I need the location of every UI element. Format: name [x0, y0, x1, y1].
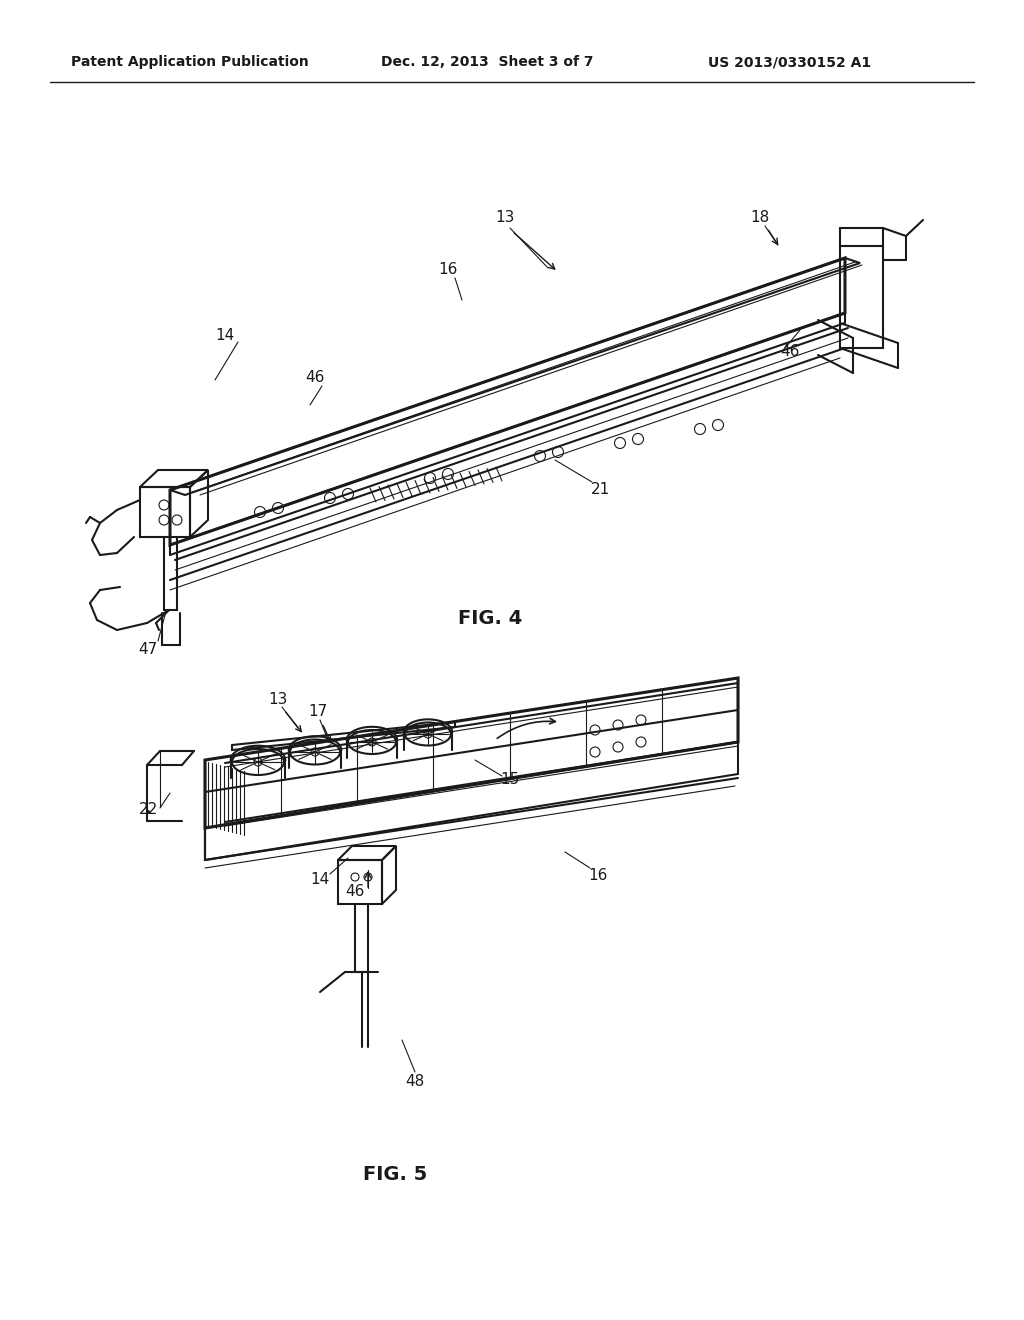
Circle shape — [254, 758, 262, 766]
Text: 46: 46 — [780, 345, 800, 359]
Text: 21: 21 — [591, 483, 609, 498]
Circle shape — [146, 810, 150, 814]
Text: 46: 46 — [345, 884, 365, 899]
Text: FIG. 5: FIG. 5 — [362, 1166, 427, 1184]
Text: 14: 14 — [310, 873, 330, 887]
Text: Patent Application Publication: Patent Application Publication — [71, 55, 309, 69]
Text: Dec. 12, 2013  Sheet 3 of 7: Dec. 12, 2013 Sheet 3 of 7 — [381, 55, 593, 69]
Text: 22: 22 — [138, 803, 158, 817]
Text: 14: 14 — [215, 327, 234, 342]
Text: US 2013/0330152 A1: US 2013/0330152 A1 — [709, 55, 871, 69]
Circle shape — [311, 748, 319, 756]
Text: 18: 18 — [751, 210, 770, 226]
Circle shape — [368, 738, 376, 746]
Text: 47: 47 — [138, 643, 158, 657]
Text: 16: 16 — [438, 263, 458, 277]
Text: 17: 17 — [308, 705, 328, 719]
Text: 13: 13 — [496, 210, 515, 226]
Text: 16: 16 — [589, 867, 607, 883]
Text: 46: 46 — [305, 371, 325, 385]
Text: 48: 48 — [406, 1074, 425, 1089]
Text: 15: 15 — [501, 772, 519, 788]
Circle shape — [424, 730, 432, 738]
Text: FIG. 4: FIG. 4 — [458, 609, 522, 627]
Text: 13: 13 — [268, 693, 288, 708]
